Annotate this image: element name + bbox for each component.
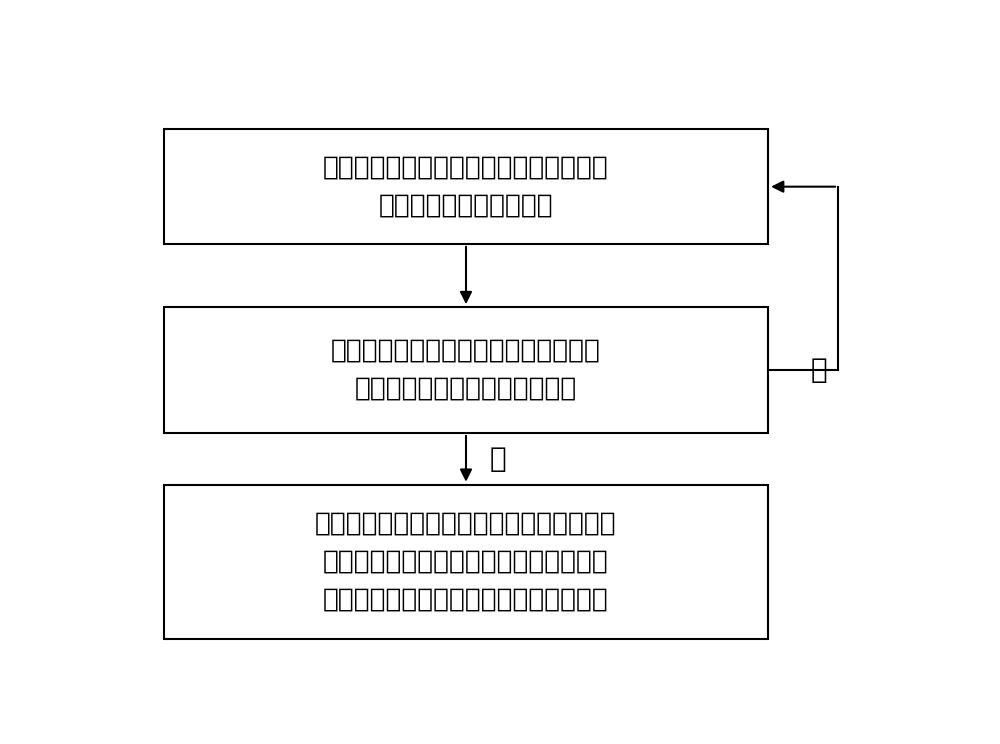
- Bar: [164, 484, 768, 639]
- Text: 否: 否: [810, 356, 827, 384]
- Text: 根据所述热成像图像分析判断流经卸料
导管内的活性炭是否具有高温点: 根据所述热成像图像分析判断流经卸料 导管内的活性炭是否具有高温点: [331, 338, 601, 402]
- Text: 热成像仪对流经卸料导管内的活性炭进行
实时拍摄得到热成像图像: 热成像仪对流经卸料导管内的活性炭进行 实时拍摄得到热成像图像: [323, 155, 609, 219]
- Bar: [164, 129, 768, 244]
- Bar: [164, 307, 768, 433]
- Text: 是: 是: [489, 445, 506, 472]
- Text: 将数据反馈到数据处理模块和控制模块，控
制模块控制隔氧灭火装置或喷水冷却装置
在料仓中对高温活性炭进行熄灭冷却处理: 将数据反馈到数据处理模块和控制模块，控 制模块控制隔氧灭火装置或喷水冷却装置 在…: [315, 511, 617, 613]
